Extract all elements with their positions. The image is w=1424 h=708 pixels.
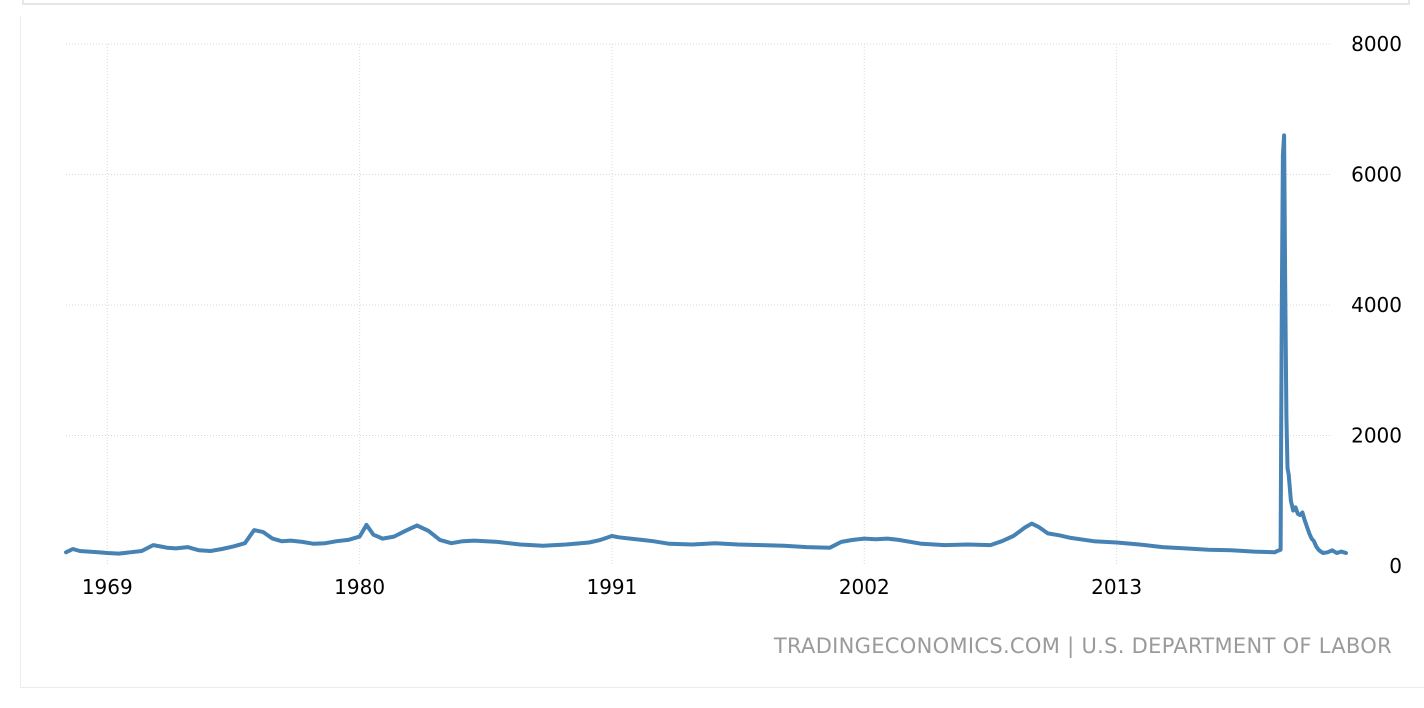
series-line — [64, 133, 1348, 556]
x-tick-label: 1980 — [334, 575, 385, 599]
x-tick-label: 1991 — [586, 575, 637, 599]
x-tick-label: 1969 — [82, 575, 133, 599]
series-group — [64, 133, 1348, 556]
y-tick-label: 6000 — [1351, 163, 1402, 187]
x-tick-label: 2013 — [1091, 575, 1142, 599]
x-axis-labels: 1969 1980 1991 2002 2013 — [82, 575, 1142, 599]
chart-panel — [20, 16, 1424, 688]
x-tick-label: 2002 — [839, 575, 890, 599]
y-tick-label: 8000 — [1351, 32, 1402, 56]
grid-lines — [66, 43, 1330, 566]
source-attribution: TRADINGECONOMICS.COM | U.S. DEPARTMENT O… — [773, 634, 1392, 658]
top-border-strip — [22, 0, 1410, 5]
y-tick-label: 4000 — [1351, 293, 1402, 317]
y-axis-labels: 0 2000 4000 6000 8000 — [1351, 32, 1402, 578]
y-tick-label: 0 — [1389, 554, 1402, 578]
y-tick-label: 2000 — [1351, 424, 1402, 448]
